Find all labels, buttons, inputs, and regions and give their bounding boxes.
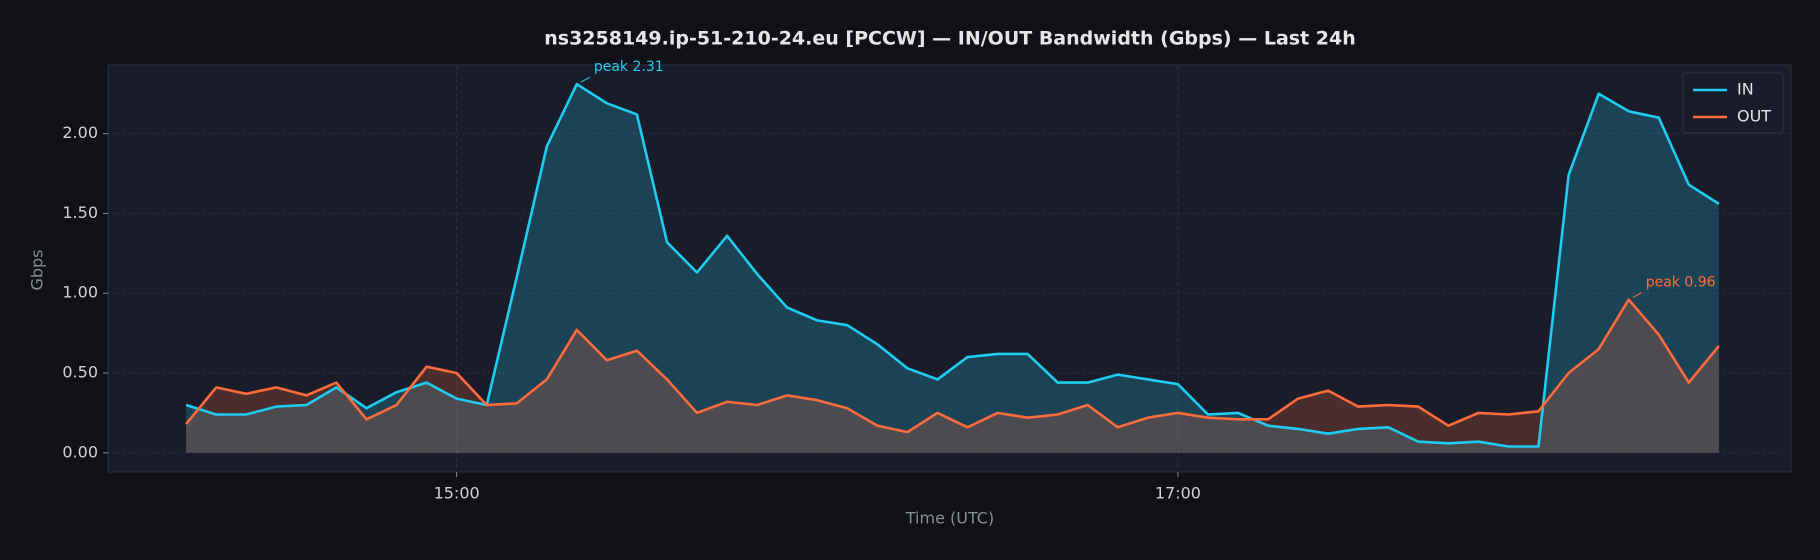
legend-label: IN <box>1737 80 1754 99</box>
y-tick-label: 1.50 <box>62 203 98 222</box>
annotation-arrow <box>1632 292 1642 299</box>
annotation: peak 0.96 <box>1646 275 1716 291</box>
plot-area <box>107 64 1792 473</box>
y-tick-label: 0.00 <box>62 442 98 461</box>
chart-title: ns3258149.ip-51-210-24.eu [PCCW] — IN/OU… <box>544 28 1356 50</box>
annotation: peak 2.31 <box>594 59 664 75</box>
x-axis-label: Time (UTC) <box>905 509 994 528</box>
line <box>185 82 1720 448</box>
y-axis-label: Gbps <box>28 249 47 290</box>
area <box>186 84 1719 453</box>
y-tick-label: 1.00 <box>62 283 98 302</box>
annotation-arrow <box>580 76 591 83</box>
x-tick-label: 15:00 <box>434 484 480 503</box>
y-tick-label: 2.00 <box>62 123 98 142</box>
y-tick-label: 0.50 <box>62 363 98 382</box>
legend-label: OUT <box>1737 107 1771 126</box>
x-tick-label: 17:00 <box>1155 484 1201 503</box>
area <box>186 299 1719 453</box>
line <box>185 298 1720 434</box>
